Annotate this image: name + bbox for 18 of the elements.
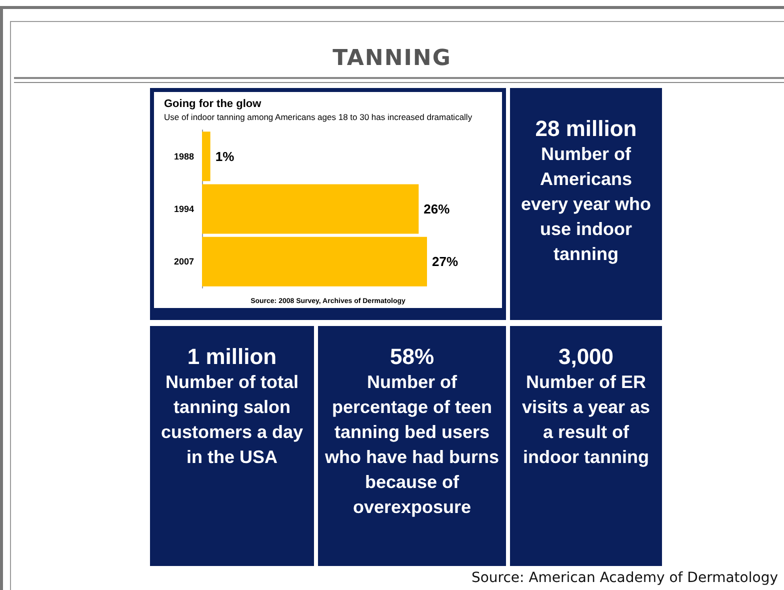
y-tick-label: 1988 — [174, 151, 194, 162]
text: 58% — [388, 344, 436, 370]
text: Number of total tanning salon customers a day in the USA — [160, 371, 304, 469]
text: TANNING — [332, 46, 452, 71]
text: Number of Americans every year who use indoor tanning — [520, 143, 652, 266]
text: Number of ER visits a year as a result of indoor tanning — [520, 371, 652, 469]
data-label: 1% — [215, 148, 235, 164]
chart-title: Going for the glow — [164, 98, 262, 110]
y-tick-label: 1994 — [174, 204, 194, 214]
text: 1 million — [186, 344, 278, 370]
text: Number of percentage of teen tanning bed users who have had burns because of overexposure — [324, 371, 500, 519]
text: 28 million — [534, 116, 638, 142]
source-note: Source: American Academy of Dermatology — [471, 570, 778, 586]
text: 3,000 — [557, 344, 615, 370]
chart-subtitle: Use of indoor tanning among Americans ages 18 to 30 has increased dramatically — [164, 112, 472, 122]
data-label: 27% — [432, 254, 458, 270]
data-label: 26% — [424, 202, 450, 216]
y-tick-label: 2007 — [174, 256, 194, 267]
